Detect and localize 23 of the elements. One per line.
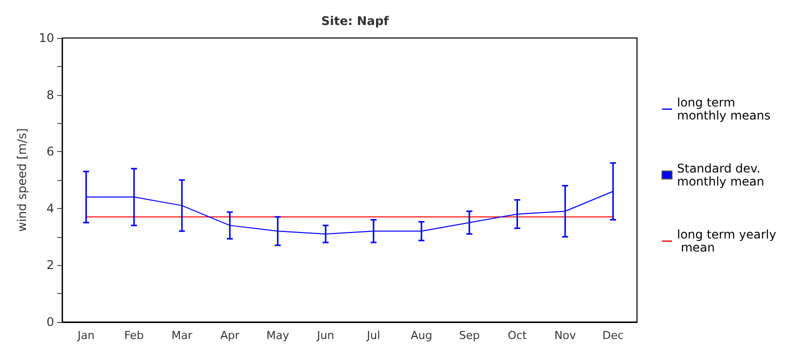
chart-title: Site: Napf: [321, 14, 390, 28]
legend-label: long term yearly mean: [677, 228, 776, 254]
y-tick-label: 4: [46, 201, 54, 216]
x-tick-label: Jul: [366, 329, 380, 342]
x-tick-label: Jan: [76, 329, 95, 342]
x-tick-label: Aug: [410, 329, 432, 342]
x-tick-label: Sep: [458, 329, 480, 342]
x-tick-label: Apr: [220, 329, 240, 342]
y-tick-label: 8: [46, 88, 54, 102]
y-tick-label: 10: [38, 31, 54, 45]
x-tick-label: Oct: [508, 329, 528, 342]
x-tick-label: Mar: [172, 329, 193, 342]
y-tick-label: 6: [46, 144, 54, 159]
x-tick-label: Dec: [602, 329, 624, 342]
text: Standard dev. monthly mean: [677, 162, 764, 188]
x-tick-label: Jun: [316, 329, 334, 342]
x-tick-label: Nov: [554, 329, 576, 342]
x-tick-label: Feb: [124, 329, 144, 342]
y-tick-label: 0: [46, 315, 54, 329]
y-tick-label: 2: [46, 258, 54, 272]
y-axis-title: wind speed [m/s]: [15, 128, 29, 232]
x-tick-label: May: [266, 329, 290, 342]
legend-label: long term monthly means: [677, 96, 770, 122]
